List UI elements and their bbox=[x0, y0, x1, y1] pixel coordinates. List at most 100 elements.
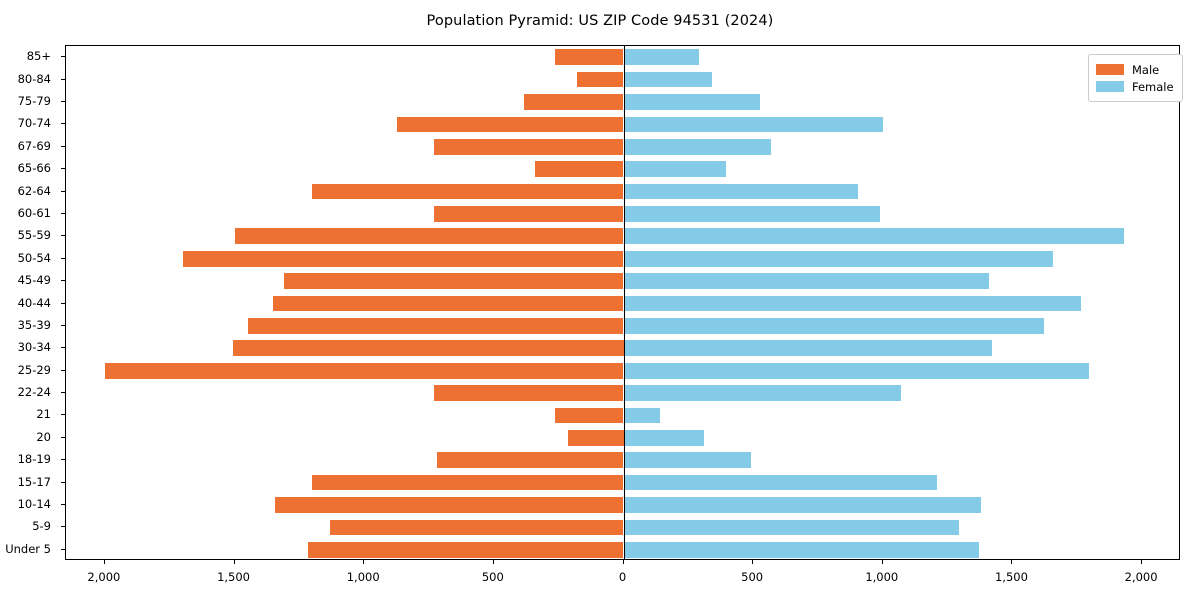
y-tick-mark bbox=[61, 392, 65, 394]
y-tick-mark bbox=[61, 280, 65, 282]
zero-axis-line bbox=[623, 46, 625, 559]
bar-female[interactable] bbox=[623, 116, 883, 133]
bar-female[interactable] bbox=[623, 138, 772, 155]
bar-female[interactable] bbox=[623, 273, 990, 289]
bar-female[interactable] bbox=[623, 452, 751, 469]
y-tick-label: 55-59 bbox=[17, 228, 51, 243]
bar-row bbox=[66, 340, 1179, 357]
bar-male[interactable] bbox=[273, 295, 624, 312]
y-tick-label: 50-54 bbox=[17, 250, 51, 265]
y-tick-label: 10-14 bbox=[17, 497, 51, 512]
bar-male[interactable] bbox=[308, 541, 624, 558]
bar-row bbox=[66, 385, 1179, 401]
y-tick-label: 62-64 bbox=[17, 183, 51, 198]
bar-female[interactable] bbox=[623, 71, 712, 88]
y-tick-label: 67-69 bbox=[17, 138, 51, 153]
bar-male[interactable] bbox=[434, 138, 624, 155]
bar-female[interactable] bbox=[623, 362, 1089, 379]
y-tick-mark bbox=[61, 78, 65, 80]
bar-male[interactable] bbox=[274, 497, 624, 513]
y-tick-label: 20 bbox=[36, 429, 51, 444]
bar-male[interactable] bbox=[567, 430, 624, 446]
bar-female[interactable] bbox=[623, 250, 1053, 267]
bar-male[interactable] bbox=[283, 273, 624, 289]
bar-row bbox=[66, 116, 1179, 133]
y-tick-mark bbox=[61, 56, 65, 58]
bar-row bbox=[66, 362, 1179, 379]
bar-row bbox=[66, 430, 1179, 446]
bar-female[interactable] bbox=[623, 206, 881, 222]
y-tick-mark bbox=[61, 436, 65, 438]
bar-female[interactable] bbox=[623, 340, 992, 357]
bar-row bbox=[66, 519, 1179, 536]
bar-female[interactable] bbox=[623, 430, 704, 446]
chart-title: Population Pyramid: US ZIP Code 94531 (2… bbox=[426, 13, 774, 29]
y-tick-label: Under 5 bbox=[5, 541, 51, 556]
bar-male[interactable] bbox=[523, 94, 624, 110]
legend-entry[interactable]: Female bbox=[1096, 78, 1174, 95]
x-tick-label: 1,000 bbox=[865, 570, 899, 584]
bar-male[interactable] bbox=[247, 318, 624, 334]
x-tick-mark bbox=[363, 560, 365, 564]
y-tick-label: 70-74 bbox=[17, 116, 51, 131]
bar-female[interactable] bbox=[623, 183, 859, 200]
bar-male[interactable] bbox=[330, 519, 624, 536]
bar-male[interactable] bbox=[434, 385, 624, 401]
y-tick-mark bbox=[61, 190, 65, 192]
y-tick-label: 35-39 bbox=[17, 317, 51, 332]
bar-female[interactable] bbox=[623, 94, 760, 110]
bar-row bbox=[66, 273, 1179, 289]
y-tick-mark bbox=[61, 235, 65, 237]
y-tick-mark bbox=[61, 504, 65, 506]
legend-entry[interactable]: Male bbox=[1096, 61, 1174, 78]
bar-female[interactable] bbox=[623, 497, 982, 513]
bar-female[interactable] bbox=[623, 228, 1124, 245]
x-tick-mark bbox=[1011, 560, 1013, 564]
bar-male[interactable] bbox=[104, 362, 624, 379]
bar-male[interactable] bbox=[436, 452, 624, 469]
bar-male[interactable] bbox=[182, 250, 624, 267]
bar-row bbox=[66, 452, 1179, 469]
bar-male[interactable] bbox=[312, 474, 624, 491]
bar-female[interactable] bbox=[623, 49, 699, 66]
x-tick-label: 2,000 bbox=[87, 570, 121, 584]
bar-female[interactable] bbox=[623, 295, 1082, 312]
bar-row bbox=[66, 407, 1179, 424]
bar-row bbox=[66, 49, 1179, 66]
bar-female[interactable] bbox=[623, 161, 726, 177]
bar-female[interactable] bbox=[623, 407, 660, 424]
y-tick-label: 18-19 bbox=[17, 452, 51, 467]
bar-male[interactable] bbox=[576, 71, 624, 88]
legend-label: Male bbox=[1132, 62, 1160, 77]
bar-row bbox=[66, 228, 1179, 245]
bar-male[interactable] bbox=[234, 228, 624, 245]
bar-row bbox=[66, 161, 1179, 177]
bar-female[interactable] bbox=[623, 474, 938, 491]
bar-male[interactable] bbox=[233, 340, 624, 357]
bar-female[interactable] bbox=[623, 541, 979, 558]
bar-female[interactable] bbox=[623, 385, 901, 401]
bar-male[interactable] bbox=[554, 407, 624, 424]
y-tick-mark bbox=[61, 548, 65, 550]
y-tick-mark bbox=[61, 257, 65, 259]
bar-male[interactable] bbox=[554, 49, 624, 66]
y-tick-mark bbox=[61, 168, 65, 170]
y-tick-mark bbox=[61, 414, 65, 416]
bar-female[interactable] bbox=[623, 519, 960, 536]
bar-row bbox=[66, 318, 1179, 334]
y-tick-mark bbox=[61, 145, 65, 147]
bar-male[interactable] bbox=[396, 116, 624, 133]
bar-row bbox=[66, 497, 1179, 513]
x-tick-mark bbox=[103, 560, 105, 564]
bar-row bbox=[66, 94, 1179, 110]
bar-female[interactable] bbox=[623, 318, 1044, 334]
bar-male[interactable] bbox=[535, 161, 624, 177]
bar-male[interactable] bbox=[434, 206, 624, 222]
y-tick-label: 65-66 bbox=[17, 161, 51, 176]
legend-label: Female bbox=[1132, 79, 1174, 94]
bar-male[interactable] bbox=[312, 183, 624, 200]
y-tick-mark bbox=[61, 369, 65, 371]
x-tick-label: 500 bbox=[741, 570, 764, 584]
x-axis: 2,000 1,500 1,000 500 0 500 1,000 1,500 2,000 bbox=[0, 560, 1200, 600]
